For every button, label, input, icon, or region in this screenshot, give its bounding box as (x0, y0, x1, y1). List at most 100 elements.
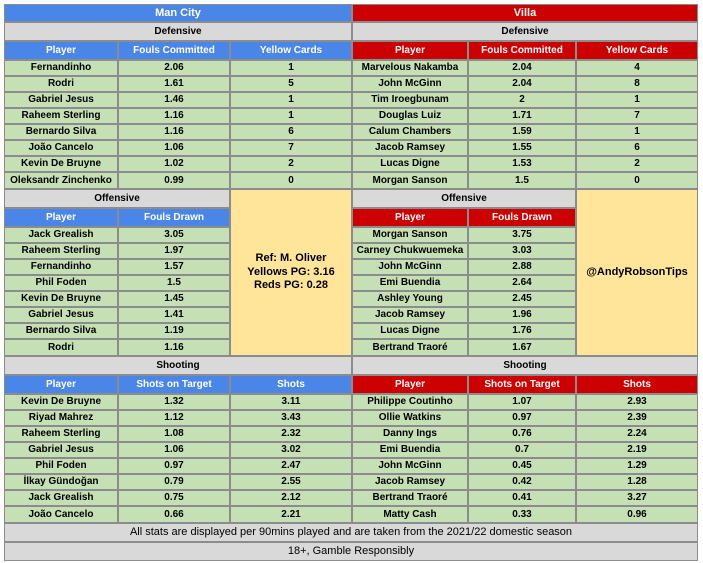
away-shoot-shots: 0.96 (576, 506, 698, 523)
home-off-col-player: Player (4, 208, 118, 227)
away-off-fouls-drawn: 1.96 (468, 307, 576, 323)
home-shoot-on-target: 0.97 (118, 458, 230, 474)
away-shoot-shots: 2.24 (576, 426, 698, 442)
away-off-fouls-drawn: 1.76 (468, 323, 576, 339)
away-off-player: John McGinn (352, 259, 468, 275)
away-off-fouls-drawn: 2.88 (468, 259, 576, 275)
home-shoot-on-target: 1.08 (118, 426, 230, 442)
home-shoot-player: Kevin De Bruyne (4, 394, 118, 410)
away-def-yellows: 1 (576, 92, 698, 108)
home-off-player: Fernandinho (4, 259, 118, 275)
away-shoot-col-shots: Shots (576, 375, 698, 394)
home-off-col-fouls-drawn: Fouls Drawn (118, 208, 230, 227)
away-def-fouls: 2.04 (468, 76, 576, 92)
home-off-fouls-drawn: 1.97 (118, 243, 230, 259)
away-off-player: Lucas Digne (352, 323, 468, 339)
away-off-player: Jacob Ramsey (352, 307, 468, 323)
twitter-handle: @AndyRobsonTips (586, 265, 688, 278)
referee-yellows: Yellows PG: 3.16 (247, 265, 335, 278)
away-shoot-shots: 2.93 (576, 394, 698, 410)
home-shoot-player: João Cancelo (4, 506, 118, 523)
stats-footnote: All stats are displayed per 90mins playe… (4, 523, 698, 542)
away-off-fouls-drawn: 2.45 (468, 291, 576, 307)
home-def-player: Kevin De Bruyne (4, 156, 118, 172)
home-shoot-on-target: 1.06 (118, 442, 230, 458)
home-def-yellows: 6 (230, 124, 352, 140)
away-shoot-col-shots-on-target: Shots on Target (468, 375, 576, 394)
home-shoot-shots: 2.21 (230, 506, 352, 523)
away-def-fouls: 1.59 (468, 124, 576, 140)
home-def-yellows: 5 (230, 76, 352, 92)
away-shoot-on-target: 0.45 (468, 458, 576, 474)
home-def-yellows: 1 (230, 108, 352, 124)
away-off-player: Carney Chukwuemeka (352, 243, 468, 259)
home-def-fouls: 1.16 (118, 124, 230, 140)
home-off-fouls-drawn: 1.45 (118, 291, 230, 307)
home-def-yellows: 1 (230, 92, 352, 108)
away-def-player: Marvelous Nakamba (352, 60, 468, 76)
home-shoot-player: Gabriel Jesus (4, 442, 118, 458)
home-off-fouls-drawn: 1.5 (118, 275, 230, 291)
away-shoot-on-target: 0.33 (468, 506, 576, 523)
home-def-player: Bernardo Silva (4, 124, 118, 140)
away-def-yellows: 0 (576, 172, 698, 189)
home-shoot-on-target: 1.32 (118, 394, 230, 410)
away-shoot-shots: 3.27 (576, 490, 698, 506)
away-off-player: Bertrand Traoré (352, 339, 468, 356)
away-def-yellows: 8 (576, 76, 698, 92)
away-off-fouls-drawn: 3.03 (468, 243, 576, 259)
away-def-player: Douglas Luiz (352, 108, 468, 124)
home-def-player: Gabriel Jesus (4, 92, 118, 108)
home-def-fouls: 1.16 (118, 108, 230, 124)
away-def-yellows: 7 (576, 108, 698, 124)
away-def-col-yellow-cards: Yellow Cards (576, 41, 698, 60)
home-off-fouls-drawn: 3.05 (118, 227, 230, 243)
home-off-player: Gabriel Jesus (4, 307, 118, 323)
away-off-player: Emi Buendia (352, 275, 468, 291)
away-team-header: Villa (352, 4, 698, 22)
away-def-player: Lucas Digne (352, 156, 468, 172)
away-off-col-player: Player (352, 208, 468, 227)
away-defensive-title: Defensive (352, 22, 698, 41)
away-shoot-player: Ollie Watkins (352, 410, 468, 426)
home-def-player: Oleksandr Zinchenko (4, 172, 118, 189)
home-shoot-player: İlkay Gündoğan (4, 474, 118, 490)
home-def-fouls: 2.06 (118, 60, 230, 76)
away-off-fouls-drawn: 3.75 (468, 227, 576, 243)
home-def-col-player: Player (4, 41, 118, 60)
home-off-player: Raheem Sterling (4, 243, 118, 259)
home-def-player: Fernandinho (4, 60, 118, 76)
away-off-player: Morgan Sanson (352, 227, 468, 243)
away-shoot-on-target: 1.07 (468, 394, 576, 410)
referee-name: Ref: M. Oliver (255, 251, 327, 264)
home-shoot-shots: 2.47 (230, 458, 352, 474)
home-shoot-player: Phil Foden (4, 458, 118, 474)
away-off-fouls-drawn: 2.64 (468, 275, 576, 291)
away-def-yellows: 6 (576, 140, 698, 156)
handle-note: @AndyRobsonTips (576, 189, 698, 356)
home-offensive-title: Offensive (4, 189, 230, 208)
home-def-fouls: 0.99 (118, 172, 230, 189)
away-def-yellows: 1 (576, 124, 698, 140)
away-shooting-title: Shooting (352, 356, 698, 375)
away-shoot-player: Jacob Ramsey (352, 474, 468, 490)
home-def-yellows: 1 (230, 60, 352, 76)
home-def-col-yellow-cards: Yellow Cards (230, 41, 352, 60)
home-def-fouls: 1.61 (118, 76, 230, 92)
away-def-player: John McGinn (352, 76, 468, 92)
home-def-player: Raheem Sterling (4, 108, 118, 124)
home-off-player: Kevin De Bruyne (4, 291, 118, 307)
home-shooting-title: Shooting (4, 356, 352, 375)
home-def-col-fouls-committed: Fouls Committed (118, 41, 230, 60)
away-off-fouls-drawn: 1.67 (468, 339, 576, 356)
away-def-player: Jacob Ramsey (352, 140, 468, 156)
away-off-col-fouls-drawn: Fouls Drawn (468, 208, 576, 227)
away-shoot-shots: 2.39 (576, 410, 698, 426)
away-off-player: Ashley Young (352, 291, 468, 307)
away-def-fouls: 2.04 (468, 60, 576, 76)
home-def-yellows: 0 (230, 172, 352, 189)
home-def-player: Rodri (4, 76, 118, 92)
home-shoot-col-player: Player (4, 375, 118, 394)
home-shoot-on-target: 0.75 (118, 490, 230, 506)
away-shoot-player: Matty Cash (352, 506, 468, 523)
